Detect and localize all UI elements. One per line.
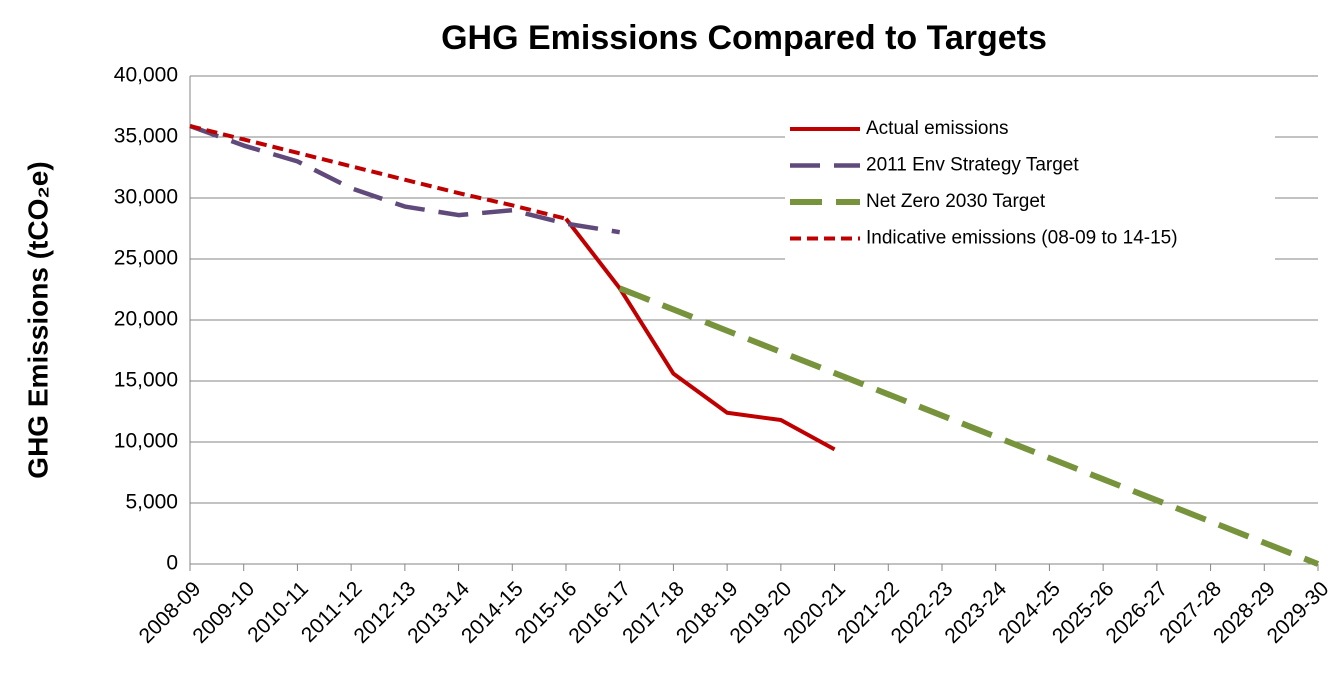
legend-box (785, 114, 1275, 264)
legend-label: Net Zero 2030 Target (866, 191, 1046, 212)
legend-label: Actual emissions (866, 118, 1009, 139)
y-tick-label: 25,000 (114, 247, 178, 270)
series-line (618, 285, 1320, 567)
series-line (189, 124, 567, 221)
y-tick-label: 0 (166, 552, 178, 575)
y-tick-label: 30,000 (114, 186, 178, 209)
legend-label: Indicative emissions (08-09 to 14-15) (866, 228, 1178, 249)
chart-title: GHG Emissions Compared to Targets (441, 19, 1047, 57)
y-axis-label: GHG Emissions (tCO₂e) (22, 161, 53, 478)
series-line (564, 217, 836, 452)
y-tick-label: 20,000 (114, 308, 178, 331)
y-tick-label: 40,000 (114, 64, 178, 87)
legend: Actual emissions 2011 Env Strategy Target… (785, 114, 1275, 264)
y-tick-label: 5,000 (125, 491, 178, 514)
y-tick-label: 35,000 (114, 125, 178, 148)
series-line (189, 123, 621, 235)
y-tick-label: 15,000 (114, 369, 178, 392)
legend-label: 2011 Env Strategy Target (866, 155, 1079, 176)
y-tick-label: 10,000 (114, 430, 178, 453)
